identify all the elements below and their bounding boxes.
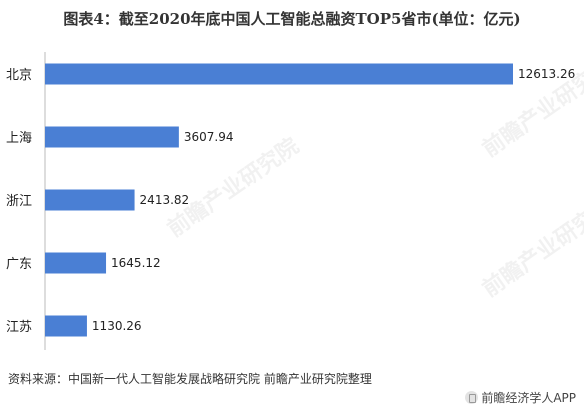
value-label: 2413.82 [140, 193, 190, 207]
chart-title: 图表4：截至2020年底中国人工智能总融资TOP5省市(单位：亿元) [63, 10, 521, 28]
category-label: 北京 [6, 68, 32, 83]
source-note: 资料来源：中国新一代人工智能发展战略研究院 前瞻产业研究院整理 [8, 372, 372, 386]
value-label: 1130.26 [92, 319, 142, 333]
category-label: 上海 [6, 131, 32, 146]
brand-footer: 前瞻经济学人APP [465, 389, 576, 406]
category-label: 浙江 [6, 194, 32, 209]
bar-0 [45, 63, 513, 85]
brand-name: 前瞻经济学人APP [481, 391, 576, 405]
category-label: 江苏 [6, 319, 32, 335]
category-label: 广东 [6, 257, 32, 272]
bar-4 [45, 315, 87, 337]
bar-3 [45, 252, 107, 274]
value-label: 3607.94 [184, 130, 234, 144]
bar-2 [45, 189, 135, 211]
bar-1 [45, 126, 179, 148]
value-label: 1645.12 [111, 256, 161, 270]
value-label: 12613.26 [518, 67, 575, 81]
brand-logo-icon [465, 391, 479, 404]
